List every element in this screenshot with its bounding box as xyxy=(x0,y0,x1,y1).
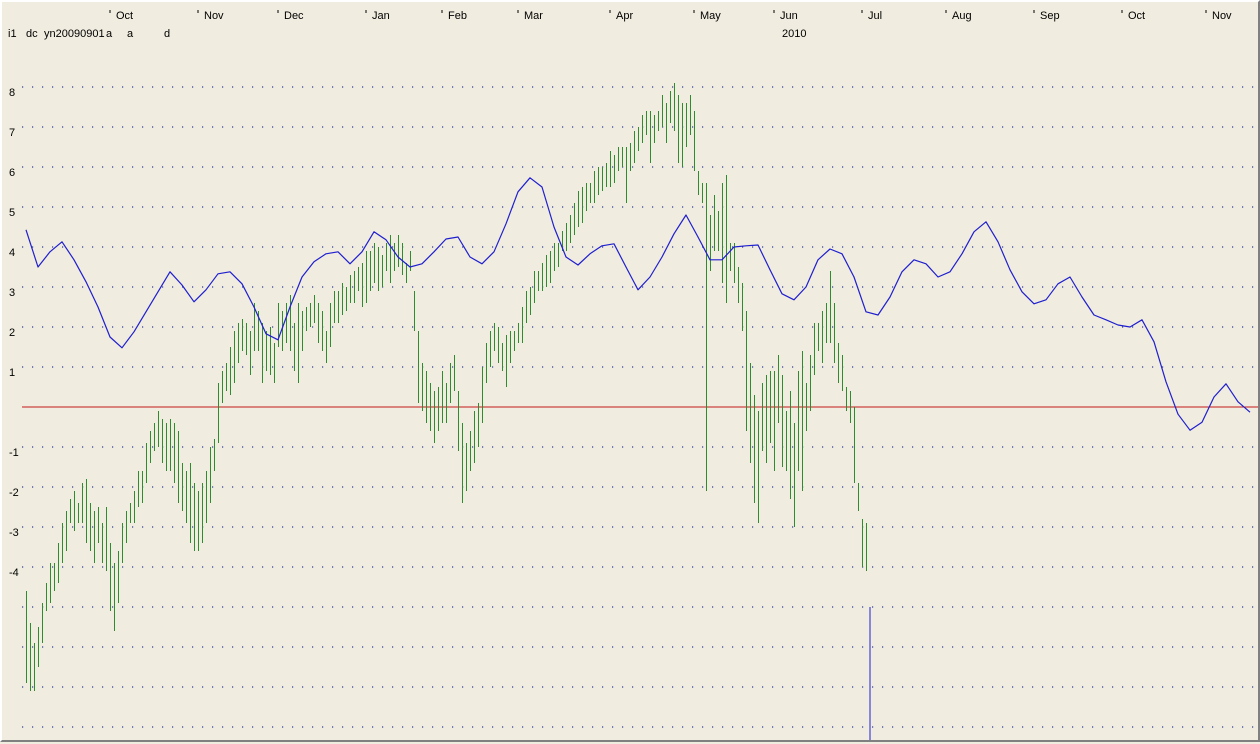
y-tick-label: 3 xyxy=(9,287,15,299)
header-label: dc xyxy=(26,28,38,40)
x-tick-label: Jan xyxy=(372,10,390,22)
x-tick-label: Feb xyxy=(448,10,467,22)
bar-series xyxy=(26,83,867,691)
y-tick-label: -4 xyxy=(9,567,19,579)
y-tick-label: 8 xyxy=(9,87,15,99)
y-tick-label: 5 xyxy=(9,207,15,219)
y-tick-label: 2 xyxy=(9,327,15,339)
x-tick-label: Jun xyxy=(780,10,798,22)
x-tick-label: May xyxy=(700,10,721,22)
x-tick-label: Nov xyxy=(1212,10,1232,22)
y-tick-label: -2 xyxy=(9,487,19,499)
header-label: yn20090901 xyxy=(44,28,105,40)
x-tick-label: Oct xyxy=(116,10,133,22)
x-tick-label: Jul xyxy=(868,10,882,22)
header-label: a xyxy=(106,28,113,40)
y-tick-label: 4 xyxy=(9,247,15,259)
x-tick-label: Sep xyxy=(1040,10,1060,22)
x-tick-label: Mar xyxy=(524,10,543,22)
x-tick-label: Dec xyxy=(284,10,304,22)
year-label: 2010 xyxy=(782,28,806,40)
y-tick-label: 7 xyxy=(9,127,15,139)
y-tick-label: 1 xyxy=(9,367,15,379)
line-series xyxy=(25,177,1251,431)
header-label: i1 xyxy=(8,28,17,40)
x-tick-label: Nov xyxy=(204,10,224,22)
x-tick-label: Oct xyxy=(1128,10,1145,22)
y-tick-label: -1 xyxy=(9,447,19,459)
x-tick-label: Aug xyxy=(952,10,972,22)
header-label: d xyxy=(164,28,170,40)
y-tick-label: 6 xyxy=(9,167,15,179)
header-label: a xyxy=(127,28,134,40)
y-tick-label: -3 xyxy=(9,527,19,539)
x-tick-label: Apr xyxy=(616,10,633,22)
